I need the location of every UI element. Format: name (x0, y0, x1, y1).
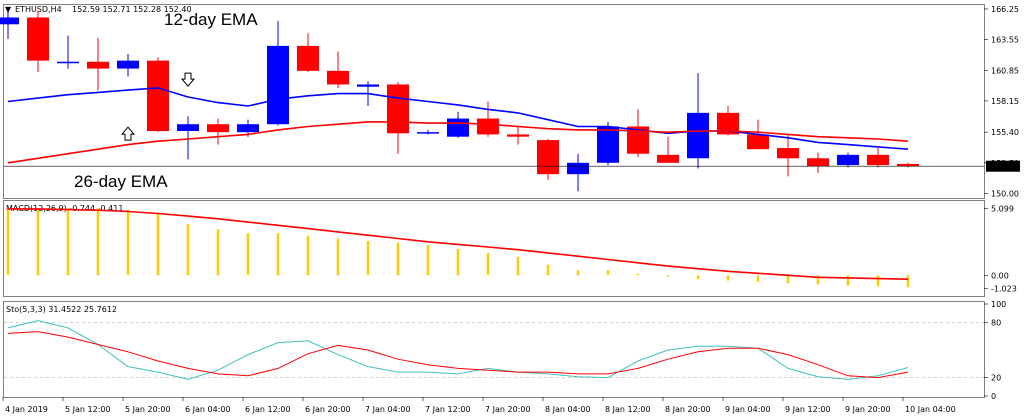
price-tick-label: 150.00 (991, 189, 1019, 198)
ema12-line (7, 87, 909, 150)
candle-body (177, 124, 199, 132)
candle-body (477, 118, 499, 135)
price-tick-label: 166.25 (991, 5, 1019, 14)
macd-signal-line (8, 208, 909, 280)
candle-body (717, 112, 739, 135)
stoch-levels (4, 321, 984, 379)
ema12-annotation: 12-day EMA (164, 10, 258, 29)
time-axis: 4 Jan 2019 5 Jan 12:00 5 Jan 20:00 6 Jan 04… (2, 397, 956, 414)
time-tick-label: 6 Jan 20:00 (305, 405, 351, 414)
arrow-up-icon (120, 126, 136, 141)
candle-body (837, 154, 859, 166)
time-tick-label: 7 Jan 12:00 (425, 405, 471, 414)
time-tick-label: 6 Jan 04:00 (185, 405, 231, 414)
candle-body (237, 124, 259, 133)
candle-body (297, 45, 319, 71)
candle-body (387, 84, 409, 134)
stoch-signal-line (7, 331, 909, 379)
candle-body (57, 61, 79, 64)
price-tick-label: 155.40 (991, 128, 1019, 137)
stoch-panel-frame (3, 301, 985, 398)
price-tick-label: 163.55 (991, 36, 1019, 45)
time-tick-label: 7 Jan 04:00 (365, 405, 411, 414)
time-tick-label: 10 Jan 04:00 (905, 405, 956, 414)
candle-body (87, 61, 109, 69)
candle-body (597, 126, 619, 163)
arrow-down-icon (180, 72, 196, 87)
candle-body (897, 163, 919, 167)
symbol-dropdown-icon[interactable]: ▼ (5, 5, 12, 14)
candle-body (657, 154, 679, 163)
ohlc-values: 152.59 152.71 152.28 152.40 (72, 5, 192, 14)
candle-body (357, 84, 379, 87)
symbol-timeframe: ETHUSD,H4 (15, 5, 62, 14)
time-tick-label: 9 Jan 04:00 (725, 405, 771, 414)
candle-body (327, 70, 349, 85)
macd-tick-label: 5.099 (991, 204, 1014, 213)
candles-layer (0, 10, 919, 192)
price-tick-label: 160.85 (991, 66, 1019, 75)
stoch-tick-label: 100 (991, 300, 1006, 309)
candle-body (207, 124, 229, 133)
time-tick-label: 8 Jan 04:00 (545, 405, 591, 414)
time-tick-label: 8 Jan 12:00 (605, 405, 651, 414)
candle-body (447, 118, 469, 137)
current-price-label: 152.40 (989, 162, 1017, 171)
candle-body (507, 134, 529, 137)
candle-body (417, 132, 439, 134)
arrow-markers (120, 72, 196, 141)
time-tick-label: 5 Jan 20:00 (125, 405, 171, 414)
time-tick-label: 9 Jan 12:00 (785, 405, 831, 414)
time-tick-label: 8 Jan 20:00 (665, 405, 711, 414)
candle-body (747, 134, 769, 150)
candle-body (0, 17, 19, 25)
candle-body (567, 162, 589, 175)
current-price-marker (986, 160, 1020, 172)
candle-body (777, 148, 799, 159)
macd-axis: 5.099 0.00 -1.023 (984, 204, 1017, 294)
macd-title: MACD(12,26,9) -0.744 -0.411 (6, 204, 123, 213)
candle-body (687, 112, 709, 159)
candle-body (267, 45, 289, 125)
macd-histogram (6, 208, 910, 288)
time-tick-label: 5 Jan 12:00 (65, 405, 111, 414)
macd-tick-label: 0.00 (991, 271, 1009, 280)
stoch-title: Sto(5,3,3) 31.4522 25.7612 (6, 305, 117, 314)
candle-body (537, 140, 559, 175)
time-tick-label: 7 Jan 20:00 (485, 405, 531, 414)
time-tick-label: 9 Jan 20:00 (845, 405, 891, 414)
candle-body (867, 154, 889, 166)
stoch-axis: 100 80 20 0 (984, 300, 1006, 401)
macd-tick-label: -1.023 (991, 285, 1017, 294)
price-tick-label: 158.15 (991, 97, 1019, 106)
candle-body (117, 60, 139, 69)
ema26-annotation: 26-day EMA (74, 172, 168, 191)
candle-body (627, 126, 649, 154)
time-tick-label: 4 Jan 2019 (5, 405, 48, 414)
candle-body (27, 17, 49, 61)
stoch-tick-label: 80 (991, 318, 1001, 327)
stoch-tick-label: 0 (991, 392, 996, 401)
candle-body (147, 60, 169, 132)
time-tick-label: 6 Jan 12:00 (245, 405, 291, 414)
candle-body (807, 158, 829, 167)
ema26-line (7, 121, 909, 164)
macd-panel-frame (3, 200, 985, 297)
stoch-tick-label: 20 (991, 374, 1001, 383)
